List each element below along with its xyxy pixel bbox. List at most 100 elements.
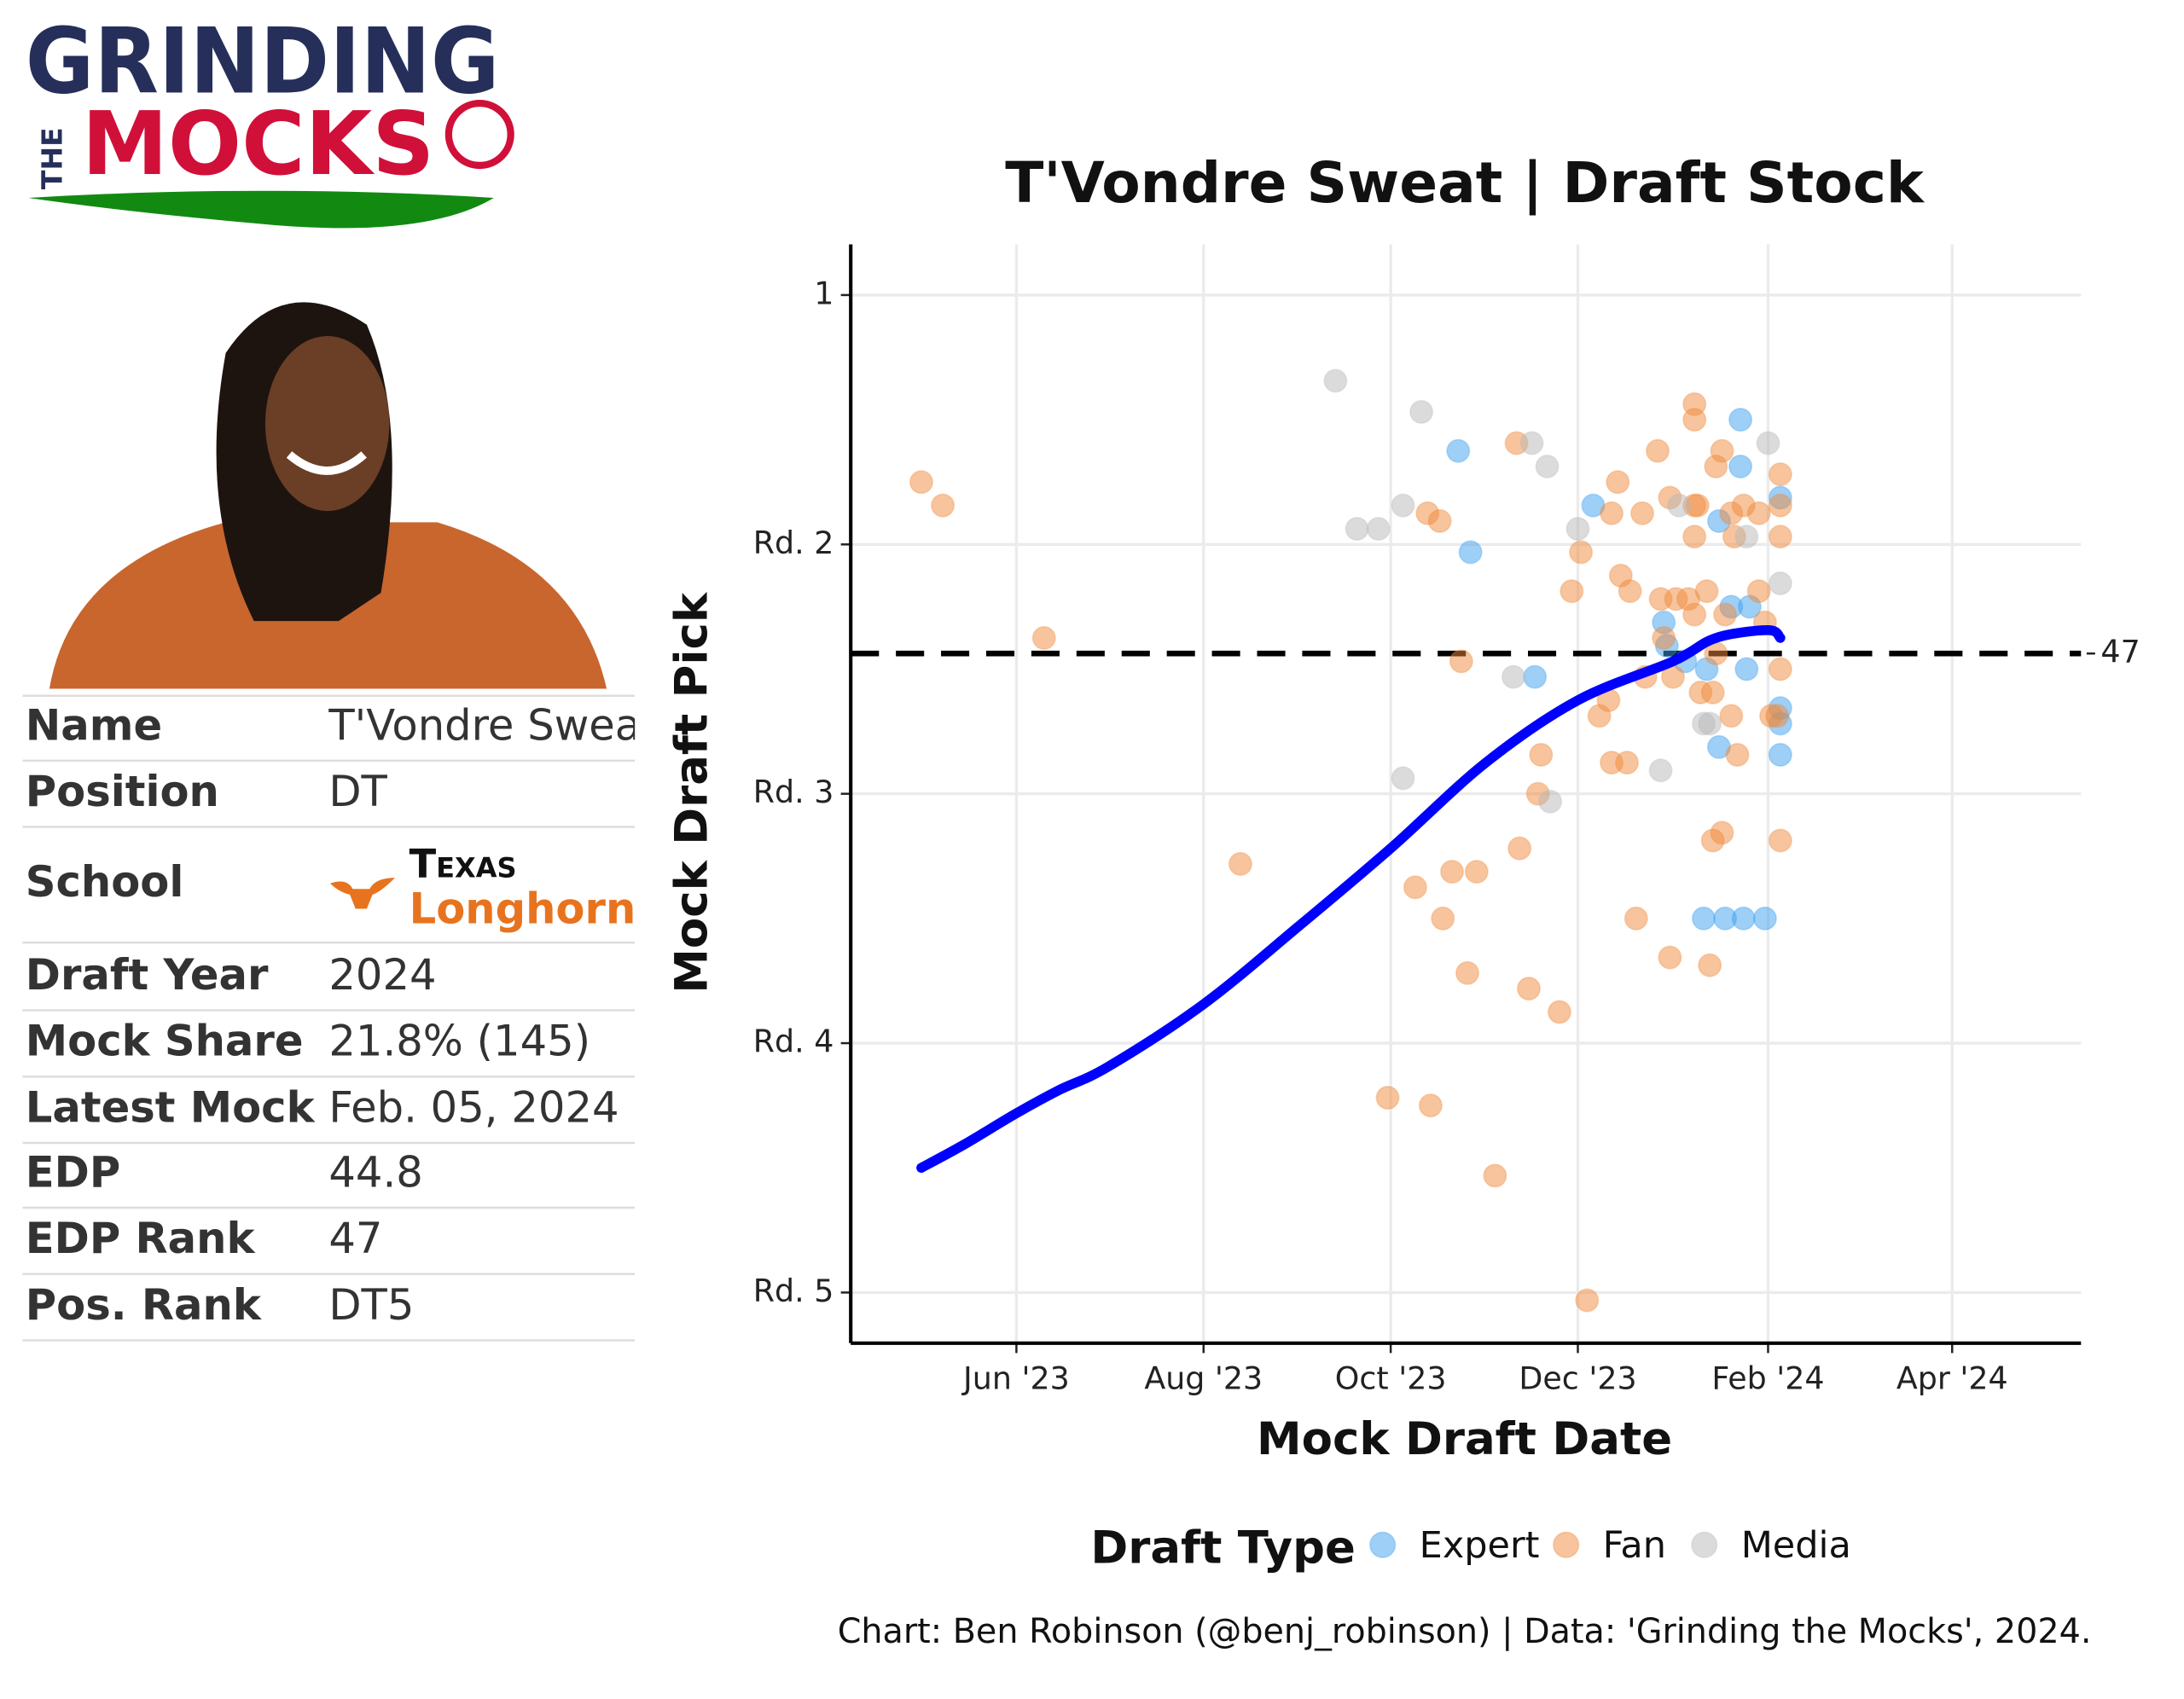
x-tick-label: Jun '23: [961, 1360, 1070, 1396]
point: [1725, 742, 1750, 768]
legend-title: Draft Type: [1090, 1522, 1356, 1574]
school-name: Longhorns: [410, 884, 661, 933]
row-value: 21.8% (145): [328, 1017, 590, 1066]
point: [1768, 657, 1792, 681]
point: [1375, 1085, 1400, 1110]
point: [1768, 462, 1792, 487]
point: [1391, 493, 1415, 518]
point: [1752, 906, 1777, 931]
point: [909, 470, 933, 495]
reference-label: 47: [2100, 634, 2140, 670]
point: [1746, 501, 1771, 525]
point: [1458, 540, 1483, 565]
row-label: Latest Mock: [26, 1082, 316, 1132]
point: [1600, 501, 1624, 525]
point: [1691, 906, 1716, 931]
row-value: DT5: [328, 1280, 414, 1330]
logo-small: THE: [35, 127, 68, 189]
point: [1516, 977, 1542, 1001]
point: [1756, 431, 1780, 455]
legend-swatch: [1691, 1531, 1718, 1559]
y-tick-label: Rd. 4: [753, 1023, 834, 1060]
school-logo: [329, 878, 396, 909]
x-tick-label: Feb '24: [1711, 1360, 1824, 1396]
point: [1538, 789, 1563, 814]
row-value: Feb. 05, 2024: [328, 1082, 619, 1132]
logo-text: MOCKS: [82, 94, 434, 195]
point: [1652, 625, 1676, 651]
point: [1768, 828, 1792, 853]
point: [1031, 625, 1056, 651]
point: [1728, 408, 1753, 432]
y-tick-label: Rd. 5: [753, 1273, 834, 1309]
x-tick-label: Apr '24: [1896, 1360, 2008, 1396]
point: [1519, 431, 1544, 455]
logo-icon: [444, 100, 514, 170]
player-photo: [49, 302, 607, 689]
point: [1606, 470, 1630, 495]
point: [931, 493, 956, 518]
point: [1560, 579, 1584, 604]
point: [1535, 454, 1560, 478]
point: [1731, 906, 1756, 931]
x-axis-title: Mock Draft Date: [1257, 1413, 1672, 1465]
legend-label: Media: [1741, 1524, 1851, 1567]
point: [1710, 438, 1734, 463]
row-label: Mock Share: [26, 1017, 304, 1066]
trend-line: [916, 625, 1786, 1174]
point: [1682, 602, 1707, 627]
point: [1746, 579, 1771, 604]
point: [1768, 571, 1792, 596]
y-tick-label: 1: [814, 275, 834, 311]
y-axis-title: Mock Draft Pick: [665, 591, 717, 994]
legend-label: Expert: [1420, 1524, 1540, 1567]
row-value: 44.8: [328, 1148, 422, 1197]
point: [1614, 751, 1640, 775]
y-tick-label: Rd. 3: [753, 774, 834, 810]
point: [1768, 493, 1792, 518]
point: [1507, 836, 1532, 861]
row-label: EDP Rank: [26, 1214, 256, 1263]
legend-swatch: [1552, 1531, 1580, 1559]
point: [1682, 408, 1707, 432]
point: [1765, 704, 1790, 728]
point: [1623, 906, 1648, 931]
legend-swatch: [1368, 1531, 1397, 1559]
row-label: Name: [26, 700, 162, 750]
point: [1446, 438, 1471, 463]
point: [1366, 516, 1391, 542]
point: [1345, 516, 1369, 542]
point: [1694, 579, 1719, 604]
point: [1768, 525, 1792, 549]
point: [1667, 493, 1692, 518]
point: [1575, 1288, 1600, 1313]
row-value: 47: [328, 1214, 382, 1263]
point: [1728, 454, 1753, 478]
point: [1734, 657, 1759, 681]
point: [1719, 704, 1744, 728]
point: [1403, 875, 1427, 900]
row-value: DT: [328, 767, 387, 816]
point: [1768, 742, 1792, 768]
logo-field: [28, 190, 494, 229]
point: [1483, 1163, 1507, 1188]
point: [1734, 525, 1759, 549]
point: [1501, 664, 1526, 689]
point: [1464, 859, 1489, 884]
point: [1682, 525, 1707, 549]
point: [1700, 680, 1725, 705]
row-label: Pos. Rank: [26, 1280, 262, 1330]
point: [1440, 859, 1465, 884]
row-label: EDP: [26, 1148, 120, 1197]
point: [1418, 1093, 1443, 1118]
x-tick-label: Dec '23: [1519, 1360, 1636, 1396]
x-tick-label: Oct '23: [1335, 1360, 1447, 1396]
point: [1618, 579, 1642, 604]
x-tick-label: Aug '23: [1144, 1360, 1263, 1396]
point: [1431, 906, 1455, 931]
point: [1523, 664, 1548, 689]
point: [1449, 649, 1473, 674]
row-label: School: [26, 857, 184, 907]
